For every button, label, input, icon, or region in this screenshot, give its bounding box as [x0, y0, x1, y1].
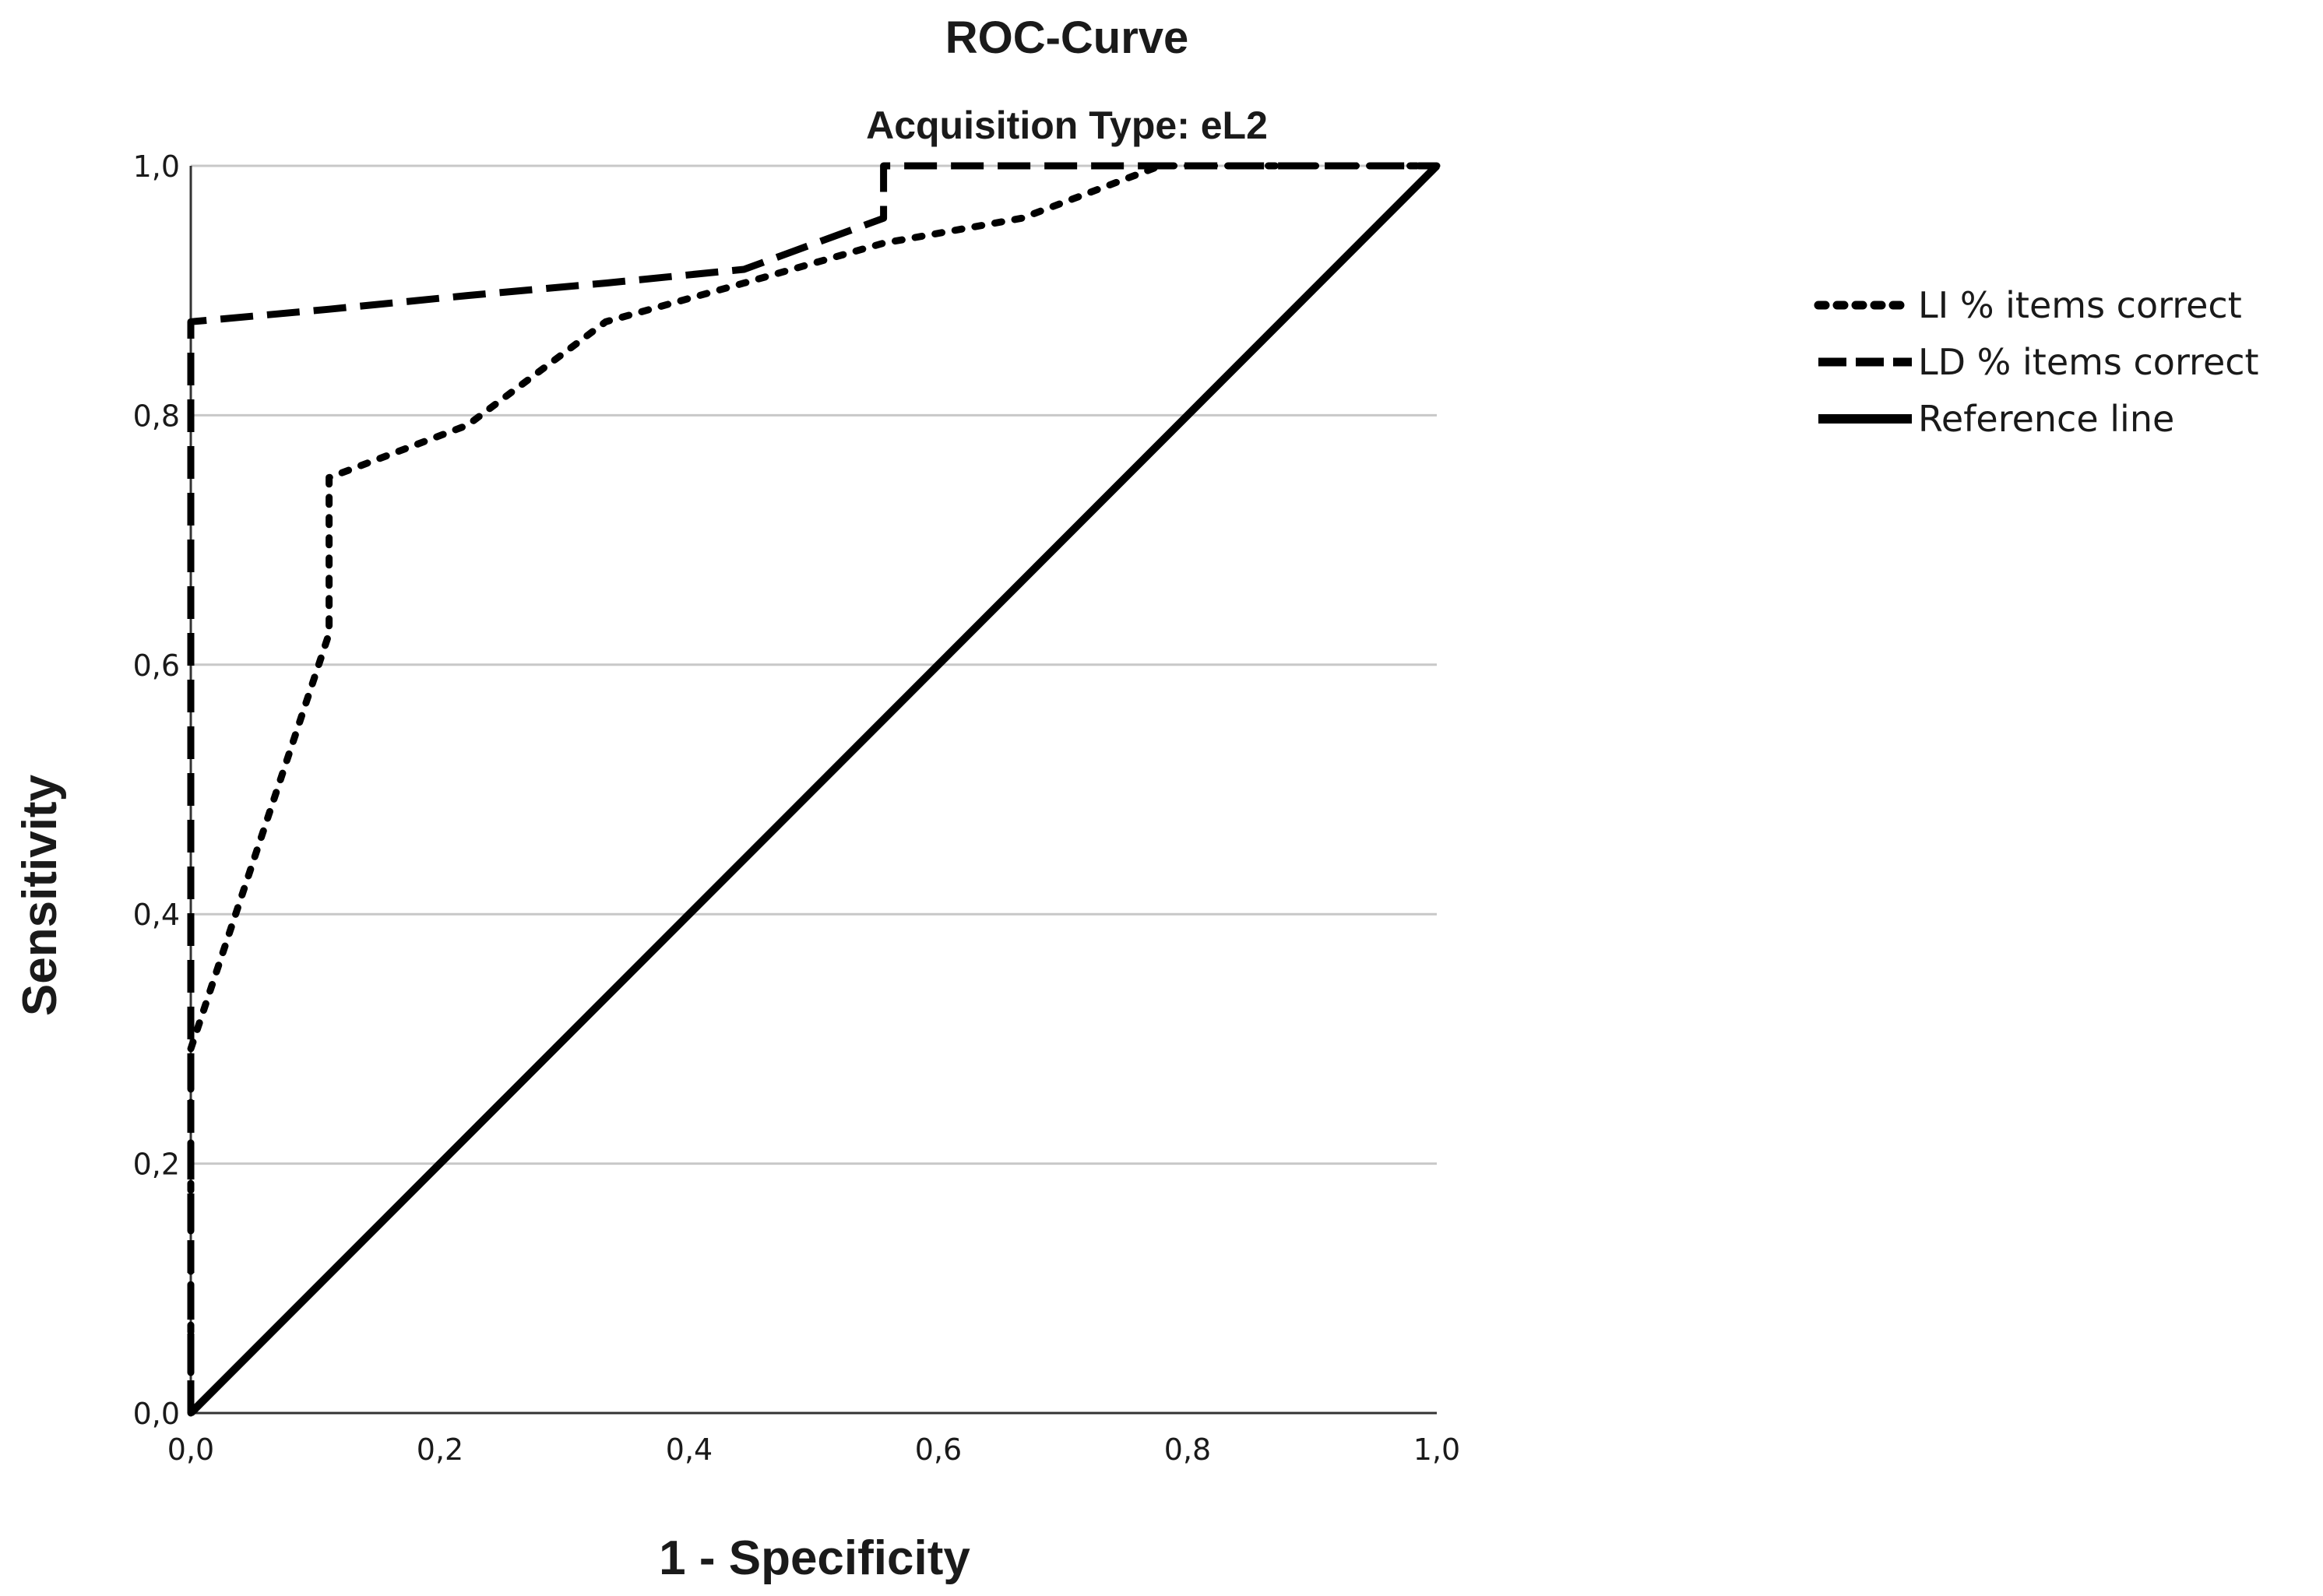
x-tick-label-0: 0,0	[167, 1433, 214, 1467]
x-tick-label-5: 1,0	[1413, 1433, 1460, 1467]
series-line-2	[188, 163, 1440, 1416]
x-axis-title: 1 - Specificity	[659, 1531, 970, 1585]
y-tick-label-1: 0,2	[133, 1148, 180, 1182]
x-tick-label-3: 0,6	[915, 1433, 962, 1467]
x-tick-labels: 0,0 0,2 0,4 0,6 0,8 1,0	[167, 1433, 1460, 1467]
legend-label-2: Reference line	[1918, 398, 2174, 440]
y-tick-label-2: 0,4	[133, 898, 180, 932]
legend: LI % items correct LD % items correct Refe…	[1814, 284, 2259, 440]
x-tick-label-1: 0,2	[417, 1433, 463, 1467]
y-tick-labels: 0,0 0,2 0,4 0,6 0,8 1,0	[133, 149, 180, 1431]
chart-subtitle: Acquisition Type: eL2	[866, 104, 1268, 147]
y-tick-label-0: 0,0	[133, 1397, 180, 1431]
y-tick-label-5: 1,0	[133, 149, 180, 184]
gridlines	[191, 164, 1437, 1165]
y-tick-label-3: 0,6	[133, 649, 180, 683]
series-line-1	[187, 162, 1437, 1413]
y-axis-title: Sensitivity	[13, 774, 67, 1016]
x-tick-label-2: 0,4	[666, 1433, 713, 1467]
series-line-0	[187, 162, 1441, 1417]
series-lines	[187, 162, 1441, 1417]
legend-label-1: LD % items correct	[1918, 341, 2259, 383]
legend-label-0: LI % items correct	[1918, 284, 2242, 326]
y-tick-label-4: 0,8	[133, 399, 180, 433]
chart-title: ROC-Curve	[945, 12, 1189, 63]
x-tick-label-4: 0,8	[1164, 1433, 1211, 1467]
